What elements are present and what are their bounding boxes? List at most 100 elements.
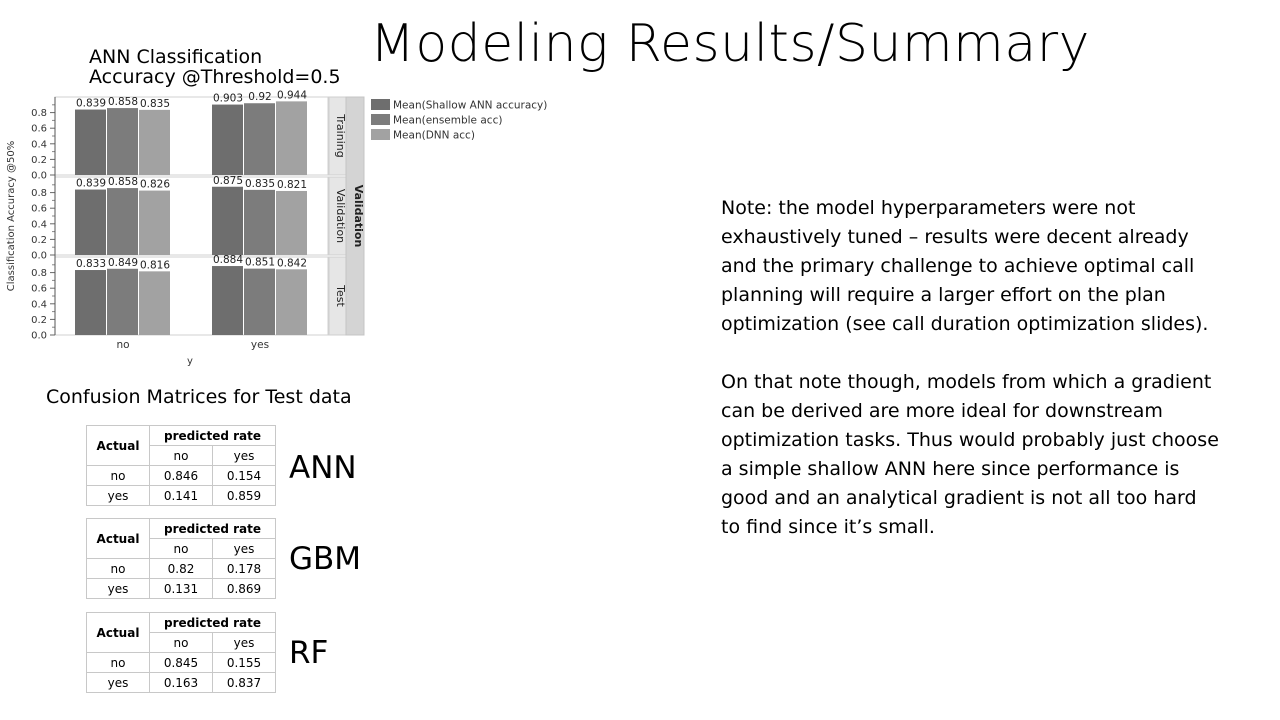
y-tick-label: 0.8 <box>31 188 47 199</box>
bar <box>244 103 275 175</box>
data-label: 0.842 <box>277 257 307 269</box>
data-label: 0.903 <box>213 93 243 105</box>
col-header-no: no <box>149 445 213 466</box>
cm-cell: 0.178 <box>212 558 276 579</box>
bar <box>139 271 170 335</box>
predicted-rate-header: predicted rate <box>149 612 276 633</box>
notes-block: Note: the model hyperparameters were not… <box>721 194 1221 571</box>
y-tick-label: 0.6 <box>31 284 47 295</box>
x-axis-label: y <box>187 356 193 367</box>
confusion-matrix-gbm: Actual predicted rate no yes no 0.82 0.1… <box>86 518 276 599</box>
data-label: 0.826 <box>140 179 170 191</box>
slide-title: Modeling Results/Summary <box>370 14 1090 74</box>
panel-label: Training <box>334 113 347 157</box>
cm-cell: 0.154 <box>212 465 276 486</box>
y-tick-label: 0.6 <box>31 124 47 135</box>
row-label-yes: yes <box>86 672 150 693</box>
data-label: 0.875 <box>213 175 243 187</box>
x-tick-label: yes <box>251 339 269 351</box>
bar <box>75 270 106 335</box>
y-tick-label: 0.0 <box>31 331 47 342</box>
bar <box>75 189 106 255</box>
bar <box>276 190 307 255</box>
chart-title: ANN Classification Accuracy @Threshold=0… <box>89 47 341 87</box>
row-label-no: no <box>86 465 150 486</box>
row-label-yes: yes <box>86 578 150 599</box>
cm-cell: 0.131 <box>149 578 213 599</box>
bar <box>276 101 307 175</box>
chart-title-line-1: ANN Classification <box>89 46 263 68</box>
actual-header: Actual <box>86 518 150 559</box>
predicted-rate-header: predicted rate <box>149 518 276 539</box>
legend-entry: Mean(Shallow ANN accuracy) <box>393 100 547 112</box>
x-tick-label: no <box>116 339 129 351</box>
cm-cell: 0.163 <box>149 672 213 693</box>
bar <box>276 269 307 335</box>
data-label: 0.92 <box>248 91 271 103</box>
data-label: 0.839 <box>76 98 106 110</box>
col-header-no: no <box>149 632 213 653</box>
bar <box>107 108 138 175</box>
confusion-matrix-rf: Actual predicted rate no yes no 0.845 0.… <box>86 612 276 693</box>
data-label: 0.835 <box>140 98 170 110</box>
legend-swatch <box>371 99 390 110</box>
panel-group-label: Validation <box>352 185 365 248</box>
model-label-gbm: GBM <box>289 541 362 577</box>
cm-cell: 0.845 <box>149 652 213 673</box>
data-label: 0.816 <box>140 259 170 271</box>
y-tick-label: 0.2 <box>31 155 47 166</box>
cm-cell: 0.869 <box>212 578 276 599</box>
data-label: 0.858 <box>108 96 138 108</box>
cm-cell: 0.82 <box>149 558 213 579</box>
bar <box>139 109 170 175</box>
bar <box>107 268 138 335</box>
col-header-yes: yes <box>212 632 276 653</box>
data-label: 0.835 <box>245 178 275 190</box>
col-header-no: no <box>149 538 213 559</box>
col-header-yes: yes <box>212 445 276 466</box>
actual-header: Actual <box>86 425 150 466</box>
row-label-yes: yes <box>86 485 150 506</box>
data-label: 0.849 <box>108 257 138 269</box>
y-tick-label: 0.2 <box>31 315 47 326</box>
bar <box>107 188 138 255</box>
data-label: 0.839 <box>76 178 106 190</box>
data-label: 0.851 <box>245 257 275 269</box>
legend-swatch <box>371 114 390 125</box>
col-header-yes: yes <box>212 538 276 559</box>
note-paragraph-2: On that note though, models from which a… <box>721 371 1219 538</box>
y-axis-label: Classification Accuracy @50% <box>6 141 17 291</box>
y-tick-label: 0.8 <box>31 108 47 119</box>
data-label: 0.858 <box>108 176 138 188</box>
bar <box>139 190 170 255</box>
model-label-rf: RF <box>289 635 329 671</box>
legend-entry: Mean(DNN acc) <box>393 130 475 142</box>
note-paragraph-1: Note: the model hyperparameters were not… <box>721 197 1209 335</box>
cm-cell: 0.155 <box>212 652 276 673</box>
bar <box>212 186 243 255</box>
cm-cell: 0.837 <box>212 672 276 693</box>
y-tick-label: 0.4 <box>31 219 47 230</box>
bar <box>212 104 243 175</box>
data-label: 0.821 <box>277 179 307 191</box>
bar <box>244 268 275 335</box>
confusion-matrix-ann: Actual predicted rate no yes no 0.846 0.… <box>86 425 276 506</box>
row-label-no: no <box>86 558 150 579</box>
cm-cell: 0.141 <box>149 485 213 506</box>
y-tick-label: 0.0 <box>31 251 47 262</box>
y-tick-label: 0.4 <box>31 139 47 150</box>
predicted-rate-header: predicted rate <box>149 425 276 446</box>
model-label-ann: ANN <box>289 450 357 486</box>
panel-label: Validation <box>334 189 347 243</box>
bar <box>75 109 106 175</box>
row-label-no: no <box>86 652 150 673</box>
bar <box>244 189 275 255</box>
actual-header: Actual <box>86 612 150 653</box>
data-label: 0.884 <box>213 254 243 266</box>
data-label: 0.944 <box>277 89 307 101</box>
panel-label: Test <box>334 284 347 307</box>
y-tick-label: 0.6 <box>31 204 47 215</box>
panel-group-strip <box>345 96 365 336</box>
y-tick-label: 0.4 <box>31 299 47 310</box>
